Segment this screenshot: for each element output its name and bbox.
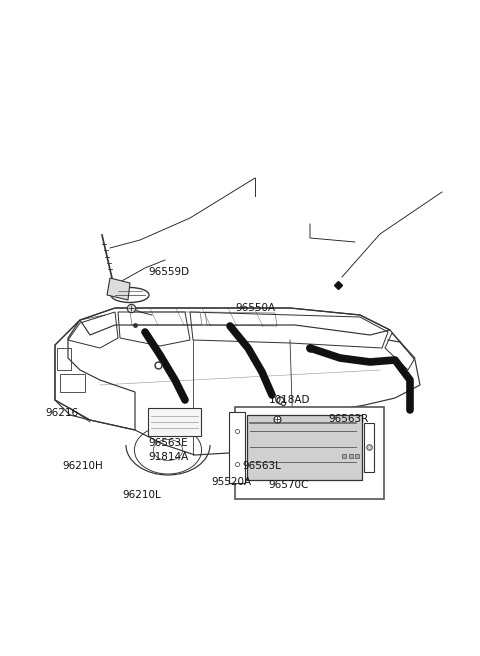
Text: 95520A: 95520A <box>211 477 252 487</box>
Bar <box>235 407 384 499</box>
Bar <box>342 454 346 458</box>
Bar <box>148 408 201 436</box>
Bar <box>247 415 362 480</box>
Bar <box>348 454 353 458</box>
Text: 96559D: 96559D <box>149 267 190 277</box>
Bar <box>57 348 71 370</box>
Text: 96550A: 96550A <box>235 303 276 314</box>
Bar <box>356 454 360 458</box>
Text: 96563L: 96563L <box>242 461 281 471</box>
Text: 1018AD: 1018AD <box>269 395 310 405</box>
Polygon shape <box>107 278 130 300</box>
Text: 96563R: 96563R <box>329 413 369 424</box>
Bar <box>229 411 245 483</box>
Bar <box>364 422 374 472</box>
Bar <box>60 374 85 392</box>
Text: 96570C: 96570C <box>269 480 309 491</box>
Ellipse shape <box>111 287 149 302</box>
Text: 96216: 96216 <box>46 408 79 419</box>
Text: 91814A: 91814A <box>149 452 189 462</box>
Text: 96210H: 96210H <box>62 461 103 471</box>
Text: 96210L: 96210L <box>122 490 161 501</box>
Text: 96563E: 96563E <box>149 438 189 448</box>
